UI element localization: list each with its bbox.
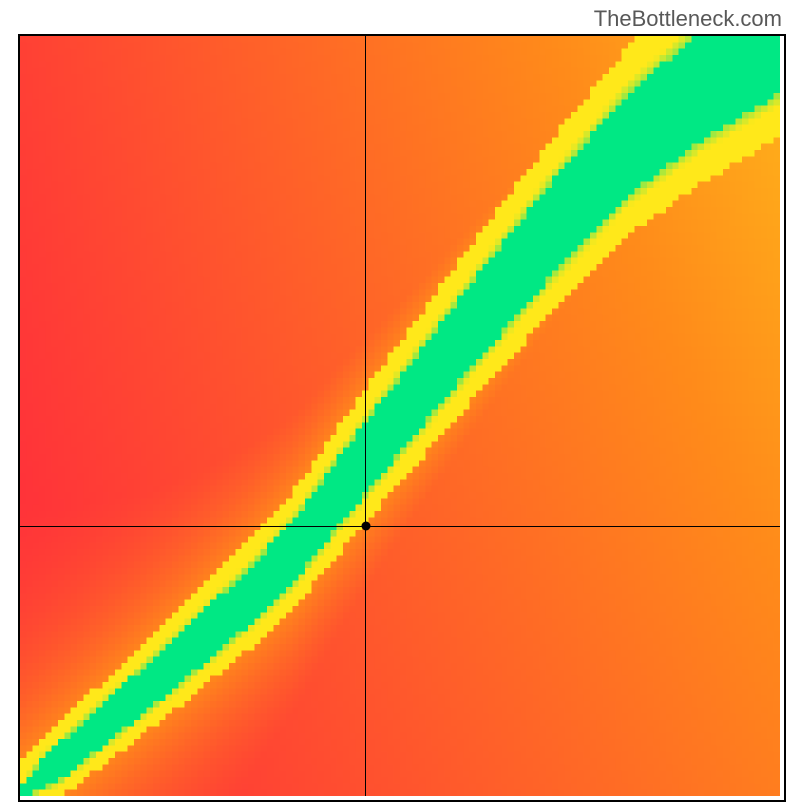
chart-container: TheBottleneck.com bbox=[0, 0, 800, 800]
watermark-text: TheBottleneck.com bbox=[594, 6, 782, 32]
heatmap-canvas bbox=[20, 36, 780, 796]
plot-area bbox=[18, 34, 786, 802]
